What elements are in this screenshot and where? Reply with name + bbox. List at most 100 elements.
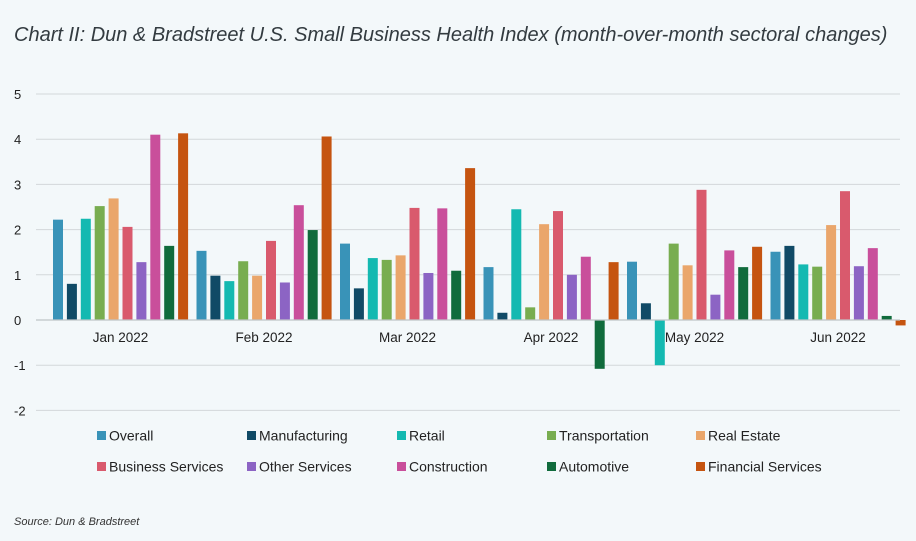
y-tick-label: 0 <box>14 313 21 328</box>
bar <box>340 243 350 320</box>
bar <box>867 248 878 320</box>
legend-swatch <box>547 431 556 440</box>
bar <box>668 243 679 320</box>
bar <box>696 189 707 320</box>
bar <box>266 240 276 320</box>
bar <box>770 251 781 320</box>
bar <box>381 259 392 320</box>
bar <box>840 191 850 320</box>
category-label: Apr 2022 <box>524 330 579 345</box>
y-tick-label: 4 <box>14 132 21 147</box>
legend-label: Construction <box>409 459 488 475</box>
category-label: Feb 2022 <box>236 330 293 345</box>
legend-swatch <box>547 462 556 471</box>
bar <box>812 266 823 320</box>
bar <box>566 274 577 320</box>
bar <box>307 230 318 320</box>
bar <box>640 303 651 320</box>
bar <box>511 209 522 320</box>
category-label: Mar 2022 <box>379 330 436 345</box>
y-tick-label: 1 <box>14 268 21 283</box>
bar <box>580 256 591 320</box>
legend-swatch <box>696 431 705 440</box>
y-tick-label: -2 <box>14 403 26 418</box>
bar <box>178 133 189 320</box>
bar <box>553 211 563 320</box>
bar <box>594 320 605 369</box>
bar <box>525 307 536 320</box>
category-label: May 2022 <box>665 330 724 345</box>
bar <box>210 275 221 320</box>
bar <box>53 219 63 320</box>
bar <box>196 250 207 320</box>
bar <box>94 206 105 320</box>
legend-label: Automotive <box>559 459 629 475</box>
category-label: Jan 2022 <box>93 330 149 345</box>
bar <box>710 294 721 320</box>
bar <box>395 255 406 320</box>
category-labels: Jan 2022 Feb 2022 Mar 2022 Apr 2022 May 2022… <box>93 330 866 345</box>
bar <box>798 264 809 320</box>
bar <box>238 261 249 320</box>
bar <box>608 262 619 320</box>
bar <box>784 245 795 320</box>
y-tick-label: 3 <box>14 177 21 192</box>
bar <box>409 207 420 320</box>
bar <box>321 136 332 320</box>
bar <box>497 312 508 320</box>
bar <box>423 272 434 320</box>
bar <box>724 250 735 320</box>
bar <box>108 198 119 320</box>
bar <box>853 266 864 320</box>
bar <box>451 270 462 320</box>
bar <box>881 315 892 320</box>
bars <box>53 133 906 369</box>
legend-swatch <box>397 462 406 471</box>
bar <box>483 267 494 320</box>
legend-label: Business Services <box>109 459 223 475</box>
legend-swatch <box>247 431 256 440</box>
bar <box>164 245 175 320</box>
bar <box>80 218 91 320</box>
bar <box>465 168 476 320</box>
bar <box>122 226 133 320</box>
bar <box>539 224 550 320</box>
legend-swatch <box>397 431 406 440</box>
legend-label: Manufacturing <box>259 428 348 444</box>
y-axis-ticks: 5 4 3 2 1 0 -1 -2 <box>14 87 26 418</box>
legend-label: Overall <box>109 428 153 444</box>
bar <box>293 205 304 320</box>
legend-label: Other Services <box>259 459 352 475</box>
bar <box>895 320 906 326</box>
legend-label: Transportation <box>559 428 649 444</box>
legend-swatch <box>97 431 106 440</box>
source-note: Source: Dun & Bradstreet <box>14 516 140 528</box>
legend-label: Financial Services <box>708 459 822 475</box>
legend-swatch <box>247 462 256 471</box>
bar <box>150 134 161 320</box>
legend-swatch <box>97 462 106 471</box>
y-tick-label: 5 <box>14 87 21 102</box>
chart-title: Chart II: Dun & Bradstreet U.S. Small Bu… <box>14 24 888 46</box>
bar <box>752 246 763 320</box>
bar <box>279 282 290 320</box>
bar <box>654 320 665 366</box>
bar <box>826 225 837 320</box>
legend: Overall Manufacturing Retail Transportation… <box>97 428 822 475</box>
legend-label: Retail <box>409 428 445 444</box>
bar <box>66 283 77 320</box>
legend-swatch <box>696 462 705 471</box>
bar <box>682 265 693 320</box>
y-tick-label: 2 <box>14 223 21 238</box>
bar <box>627 261 637 320</box>
bar <box>738 267 749 320</box>
bar <box>437 208 448 320</box>
y-tick-label: -1 <box>14 358 26 373</box>
bar <box>353 288 364 320</box>
bar <box>252 275 263 320</box>
bar <box>224 281 235 320</box>
bar <box>136 262 147 320</box>
category-label: Jun 2022 <box>810 330 866 345</box>
bar <box>367 258 378 320</box>
